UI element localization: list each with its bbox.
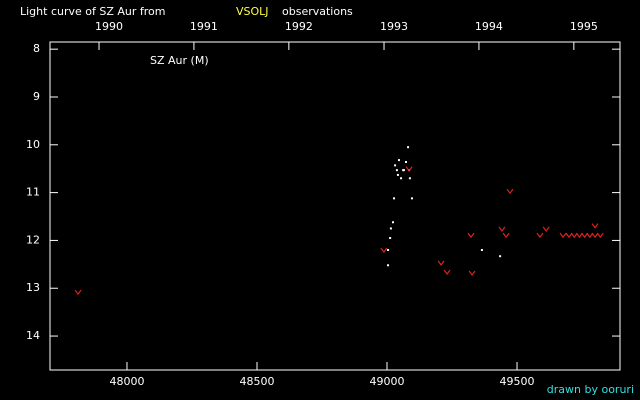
point: [542, 226, 550, 232]
y-tick-label: 14: [26, 329, 40, 342]
point: [586, 232, 594, 239]
point: [387, 248, 390, 251]
x-tick-label: 49500: [500, 375, 535, 388]
point: [437, 260, 445, 266]
annotation: SZ Aur (M): [150, 54, 209, 67]
point: [570, 232, 578, 239]
x2-tick-label: 1995: [570, 20, 598, 33]
point: [408, 177, 411, 180]
x-tick-label: 48500: [239, 375, 274, 388]
x2-tick-label: 1994: [475, 20, 503, 33]
point: [396, 173, 399, 176]
point: [405, 166, 413, 172]
point: [506, 188, 514, 195]
point: [596, 232, 604, 239]
plot-frame: [49, 41, 621, 371]
chart-title-suffix: observations: [282, 5, 353, 18]
point: [407, 146, 410, 149]
point: [468, 270, 476, 276]
x2-tick-label: 1992: [285, 20, 313, 33]
point: [467, 232, 475, 239]
y-tick-label: 11: [26, 186, 40, 199]
point: [480, 248, 483, 251]
point: [397, 159, 400, 162]
y-tick-label: 8: [33, 42, 40, 55]
point: [391, 221, 394, 224]
point: [581, 232, 589, 239]
point: [389, 237, 392, 240]
point: [393, 197, 396, 200]
point: [394, 164, 397, 167]
chart-title-highlight: VSOLJ: [236, 5, 269, 18]
point: [400, 177, 403, 180]
x-tick-label: 48000: [109, 375, 144, 388]
x2-tick-label: 1990: [95, 20, 123, 33]
x2-tick-label: 1993: [380, 20, 408, 33]
point: [387, 264, 390, 267]
point: [395, 169, 398, 172]
point: [380, 247, 388, 253]
point: [536, 232, 544, 239]
point: [498, 226, 506, 232]
x-tick-label: 49000: [370, 375, 405, 388]
y-tick-label: 9: [33, 90, 40, 103]
point: [591, 223, 599, 229]
point: [499, 255, 502, 258]
chart-title: Light curve of SZ Aur from: [20, 5, 166, 18]
point: [443, 269, 451, 275]
point: [565, 232, 573, 239]
point: [502, 232, 510, 239]
point: [389, 227, 392, 230]
y-tick-label: 12: [26, 233, 40, 246]
footer: drawn by ooruri: [547, 383, 634, 396]
point: [575, 232, 583, 239]
point: [559, 232, 567, 239]
point: [402, 169, 405, 172]
y-tick-label: 10: [26, 138, 40, 151]
point: [410, 197, 413, 200]
point: [591, 232, 599, 239]
point: [74, 289, 82, 296]
y-tick-label: 13: [26, 281, 40, 294]
x2-tick-label: 1991: [190, 20, 218, 33]
point: [404, 161, 407, 164]
